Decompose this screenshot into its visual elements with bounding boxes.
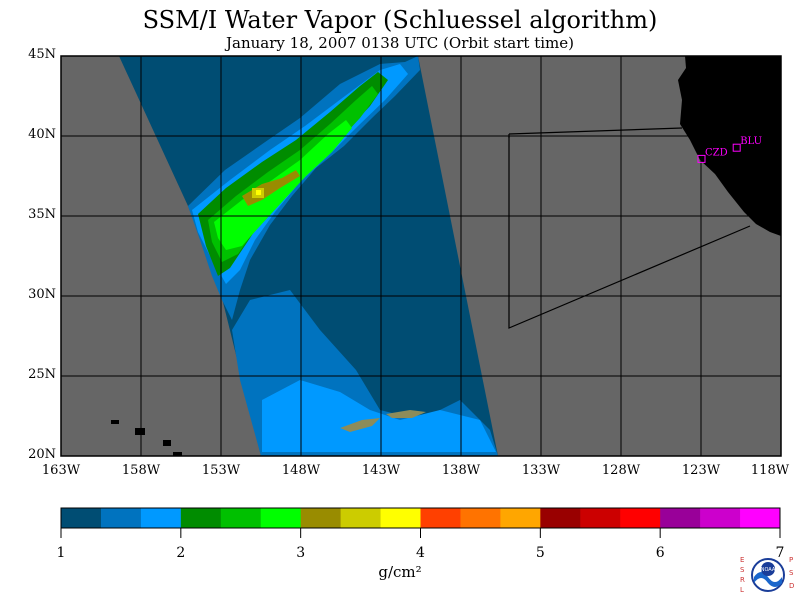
lon-tick-label: 138W [441, 463, 481, 478]
olive-patch-2 [386, 410, 426, 418]
colorbar-swatch [100, 508, 142, 528]
colorbar-tick-label: 7 [775, 545, 785, 561]
flight-track [508, 136, 751, 329]
colorbar-swatch [260, 508, 302, 528]
colorbar-swatch [300, 508, 342, 528]
colorbar-swatch [540, 508, 581, 528]
colorbar-tick-label: 4 [416, 545, 425, 561]
colorbar-swatch [700, 508, 741, 528]
colorbar-tick-label: 3 [296, 545, 306, 561]
station-marker [732, 143, 741, 152]
lon-tick-label: 148W [281, 463, 321, 478]
satellite-swath [119, 56, 498, 456]
colorbar-swatch [61, 508, 102, 528]
colorbar-swatch [620, 508, 661, 528]
noaa-logo: E S R L NOAA P S D [740, 556, 794, 594]
lat-tick-label: 35N [28, 207, 56, 222]
psd-letter-d: D [789, 582, 794, 590]
lat-tick-label: 30N [28, 287, 56, 302]
colorbar-tick-label: 6 [655, 545, 665, 561]
colorbar-swatch [580, 508, 621, 528]
esrl-letter-e: E [740, 556, 744, 564]
esrl-letter-r: R [740, 576, 745, 584]
map-frame [60, 55, 782, 457]
lat-tick-label: 40N [28, 127, 56, 142]
station-label: BLU [740, 136, 762, 147]
lon-tick-label: 143W [361, 463, 401, 478]
noaa-emblem-bird [761, 562, 775, 576]
colorbar-swatch [740, 508, 781, 528]
lat-tick-label: 25N [28, 367, 56, 382]
colorbar-tick-label: 5 [535, 545, 545, 561]
lat-tick-label: 20N [28, 447, 56, 462]
colorbar-swatch [660, 508, 701, 528]
colorbar-tick-label: 2 [176, 545, 186, 561]
lon-tick-label: 133W [521, 463, 561, 478]
station-label: CZD [705, 147, 728, 158]
lat-lon-grid [61, 56, 781, 456]
hawaii-island-4 [173, 452, 182, 456]
hawaii-island-2 [135, 428, 145, 435]
lon-tick-label: 163W [41, 463, 81, 478]
colorbar-swatch [380, 508, 421, 528]
colorbar-swatch [180, 508, 222, 528]
colorbar-tick-label: 1 [56, 545, 66, 561]
hawaii-island-3 [163, 440, 171, 446]
flight-track-top [508, 127, 683, 135]
lon-tick-label: 153W [201, 463, 241, 478]
colorbar [60, 507, 781, 538]
colorbar-swatch [500, 508, 541, 528]
colorbar-units: g/cm² [378, 563, 422, 581]
colorbar-swatch [460, 508, 501, 528]
noaa-emblem-wave [754, 572, 782, 587]
colorbar-swatch [220, 508, 262, 528]
north-america-coast [678, 56, 781, 236]
hawaii-island-1 [111, 420, 119, 424]
olive-patch-1 [340, 418, 380, 432]
station-marker [697, 154, 706, 163]
swath-bright-blue-south [262, 380, 496, 452]
lon-tick-label: 118W [750, 463, 790, 478]
colorbar-swatch [340, 508, 382, 528]
esrl-letter-s: S [740, 566, 745, 574]
colorbar-swatch [140, 508, 182, 528]
lon-tick-label: 123W [681, 463, 721, 478]
colorbar-swatch [420, 508, 461, 528]
map-title: SSM/I Water Vapor (Schluessel algorithm) [142, 6, 658, 34]
psd-letter-s: S [789, 569, 794, 577]
noaa-emblem-text: NOAA [761, 567, 776, 573]
lon-tick-label: 128W [601, 463, 641, 478]
lon-tick-label: 158W [121, 463, 161, 478]
lat-tick-label: 45N [28, 47, 56, 62]
moisture-core-peak [256, 190, 261, 195]
map-subtitle: January 18, 2007 0138 UTC (Orbit start t… [226, 34, 574, 52]
esrl-letter-l: L [740, 586, 744, 594]
psd-letter-p: P [789, 556, 793, 564]
